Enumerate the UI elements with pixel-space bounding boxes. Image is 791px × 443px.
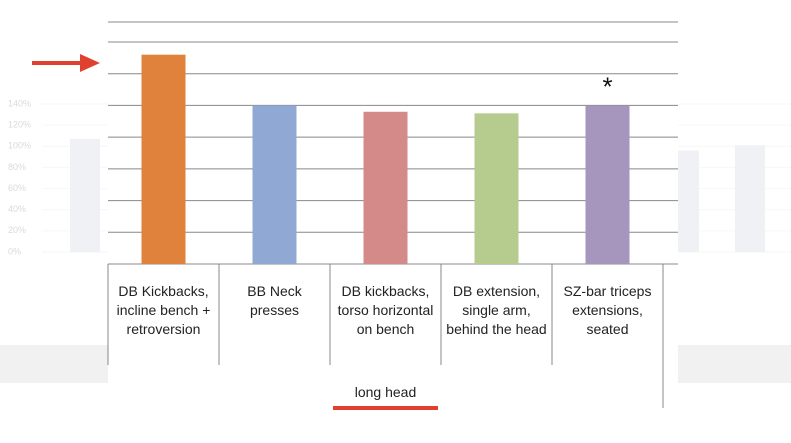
bar (363, 111, 408, 265)
annotation: * (602, 71, 612, 101)
x-tick-label: SZ-bar triceps extensions, seated (563, 283, 652, 337)
x-tick-label: BB Neck presses (247, 283, 302, 318)
y-tick-label: 20% (8, 225, 26, 235)
x-tick-label: DB kickbacks, torso horizontal on bench (337, 283, 434, 337)
y-tick-label: 140% (8, 98, 31, 108)
arrow-head (80, 54, 100, 72)
y-tick-label: 0% (8, 246, 21, 256)
y-tick-label: 40% (8, 204, 26, 214)
x-axis-title: long head (354, 384, 417, 400)
x-tick-label: DB Kickbacks, incline bench + retroversi… (116, 283, 211, 337)
bar (70, 138, 100, 252)
x-tick-label: DB extension, single arm, behind the hea… (446, 283, 547, 337)
bar (474, 113, 519, 264)
y-tick-label: 100% (8, 141, 31, 151)
bar (585, 105, 630, 264)
bar (252, 105, 297, 264)
bar (141, 54, 186, 264)
y-tick-label: 60% (8, 183, 26, 193)
bar (735, 145, 765, 252)
y-tick-label: 80% (8, 162, 26, 172)
y-tick-label: 120% (8, 120, 31, 130)
